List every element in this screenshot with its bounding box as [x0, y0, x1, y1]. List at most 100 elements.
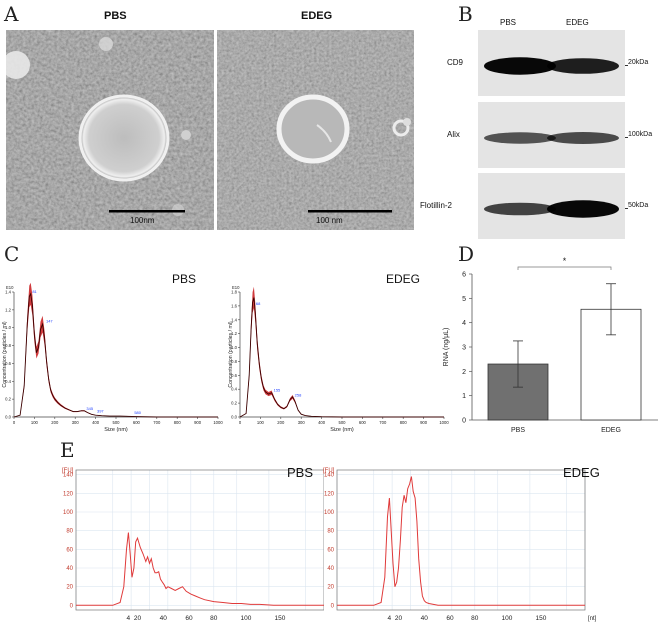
tem-image-edeg	[217, 30, 414, 230]
x-axis-title: Size (nm)	[104, 427, 128, 433]
y-axis-title: Concentration (particles / ml)	[2, 321, 8, 388]
x-tick-label: 1000	[213, 420, 223, 425]
x-tick-label: 100	[501, 615, 512, 622]
panel-letter-e: E	[60, 438, 75, 462]
blot-size-tick	[625, 65, 628, 66]
panel-letter-c: C	[4, 242, 20, 266]
y-axis-title: RNA (ng/μL)	[443, 328, 450, 367]
y-tick-label: 0.8	[231, 359, 237, 364]
blot-strip	[478, 173, 625, 239]
x-tick-label: 200	[51, 420, 59, 425]
bioanalyzer-chart-pbs: 020406080100120140[FU]420406080100150[nt…	[62, 468, 324, 622]
mean-line	[239, 297, 444, 418]
y-tick-label: 1	[462, 393, 466, 400]
y-tick-label: 80	[66, 529, 73, 535]
peak-label: 580	[134, 410, 141, 415]
x-tick-label: 20	[395, 615, 403, 622]
y-tick-label: 1.4	[231, 317, 237, 322]
tem-pbs-scale-text: 100nm	[130, 216, 155, 225]
y-tick-label: 0.6	[5, 361, 11, 366]
band-pbs	[484, 202, 556, 216]
x-tick-label: 500	[113, 420, 121, 425]
x-tick-label: 4	[388, 615, 392, 622]
band-pbs	[484, 132, 556, 144]
x-unit-label: [nt]	[588, 616, 597, 622]
y-tick-label: 100	[324, 510, 335, 516]
x-tick-label: 500	[339, 420, 347, 425]
x-tick-label: 1000	[439, 420, 449, 425]
peak-label: 68	[256, 301, 261, 306]
y-tick-label: 20	[66, 585, 73, 591]
peak-label: 155	[274, 388, 281, 393]
blot-size-marker: 20kDa	[628, 59, 649, 66]
y-tick-label: 140	[324, 473, 335, 479]
x-tick-label: 0	[239, 420, 242, 425]
error-band	[14, 282, 218, 417]
blot-protein-label: Alix	[447, 130, 460, 139]
x-tick-label: 300	[72, 420, 80, 425]
y-tick-label: 2	[462, 369, 466, 376]
bio-edeg-title: EDEG	[563, 465, 600, 480]
y-tick-label: 5	[462, 296, 466, 303]
panel-letter-a: A	[4, 2, 19, 26]
y-unit-label: [FU]	[62, 468, 74, 474]
significance-bracket	[517, 266, 612, 270]
peak-label: 345	[86, 406, 93, 411]
y-tick-label: 1.4	[5, 290, 11, 295]
x-tick-label: 700	[153, 420, 161, 425]
panel-letter-b: B	[458, 2, 473, 26]
blot-strip	[478, 102, 625, 168]
band-edeg	[547, 200, 619, 218]
blot-size-marker: 100kDa	[628, 131, 653, 138]
y-tick-label: 0	[70, 603, 74, 609]
y-tick-label: 1.8	[231, 290, 237, 295]
y-tick-label: 4	[462, 320, 466, 327]
blot-strip	[478, 30, 625, 96]
y-multiplier: E10	[6, 285, 14, 290]
y-tick-label: 0.0	[231, 415, 237, 420]
x-tick-label: 150	[274, 615, 285, 622]
y-tick-label: 0.0	[5, 415, 11, 420]
y-tick-label: 60	[66, 547, 73, 553]
x-tick-label: 100	[257, 420, 265, 425]
error-band	[240, 286, 444, 417]
x-tick-label: 700	[379, 420, 387, 425]
y-tick-label: 1.6	[231, 303, 237, 308]
significance-star: *	[563, 256, 567, 266]
tem-image-pbs	[6, 30, 214, 230]
x-tick-label: 800	[174, 420, 182, 425]
blot-size-marker: 50kDa	[628, 202, 649, 209]
x-tick-label: 900	[194, 420, 202, 425]
trace-line	[76, 532, 324, 606]
y-tick-label: 1.0	[5, 325, 11, 330]
x-tick-label: 100	[31, 420, 39, 425]
nta-chart-pbs: 0.0 0.2 0.4 0.6 0.8 1.0 1.2 1.4 0 100 200 300 400 500…	[2, 282, 223, 433]
panel-letter-d: D	[458, 242, 475, 266]
y-tick-label: 40	[66, 566, 73, 572]
y-tick-label: 100	[63, 510, 74, 516]
y-tick-label: 1.2	[5, 307, 11, 312]
y-tick-label: 60	[327, 547, 334, 553]
y-tick-label: 1.2	[231, 331, 237, 336]
tem-pbs-label: PBS	[104, 10, 127, 22]
y-tick-label: 0.4	[231, 387, 237, 392]
x-tick-label: 600	[133, 420, 141, 425]
rna-bar-chart: 0 1 2 3 4 5 6 RNA (ng/μL) PBS EDEG *	[443, 256, 658, 434]
peak-label: 147	[46, 318, 53, 323]
y-tick-label: 120	[63, 491, 74, 497]
x-tick-label: 4	[127, 615, 131, 622]
x-tick-label: 400	[318, 420, 326, 425]
y-tick-label: 20	[327, 585, 334, 591]
blot-size-tick	[625, 137, 628, 138]
y-axis-title: Concentration (particles / ml)	[228, 321, 234, 388]
peak-label: 397	[97, 408, 104, 413]
x-tick-label: 60	[446, 615, 454, 622]
x-tick-label: 80	[210, 615, 218, 622]
y-tick-label: 3	[462, 345, 466, 352]
blot-size-tick	[625, 208, 628, 209]
peak-label: 81	[32, 289, 37, 294]
y-tick-label: 0.2	[5, 397, 11, 402]
nta-edeg-title: EDEG	[386, 272, 421, 286]
mean-line	[13, 292, 218, 418]
tem-edeg-label: EDEG	[301, 10, 333, 22]
